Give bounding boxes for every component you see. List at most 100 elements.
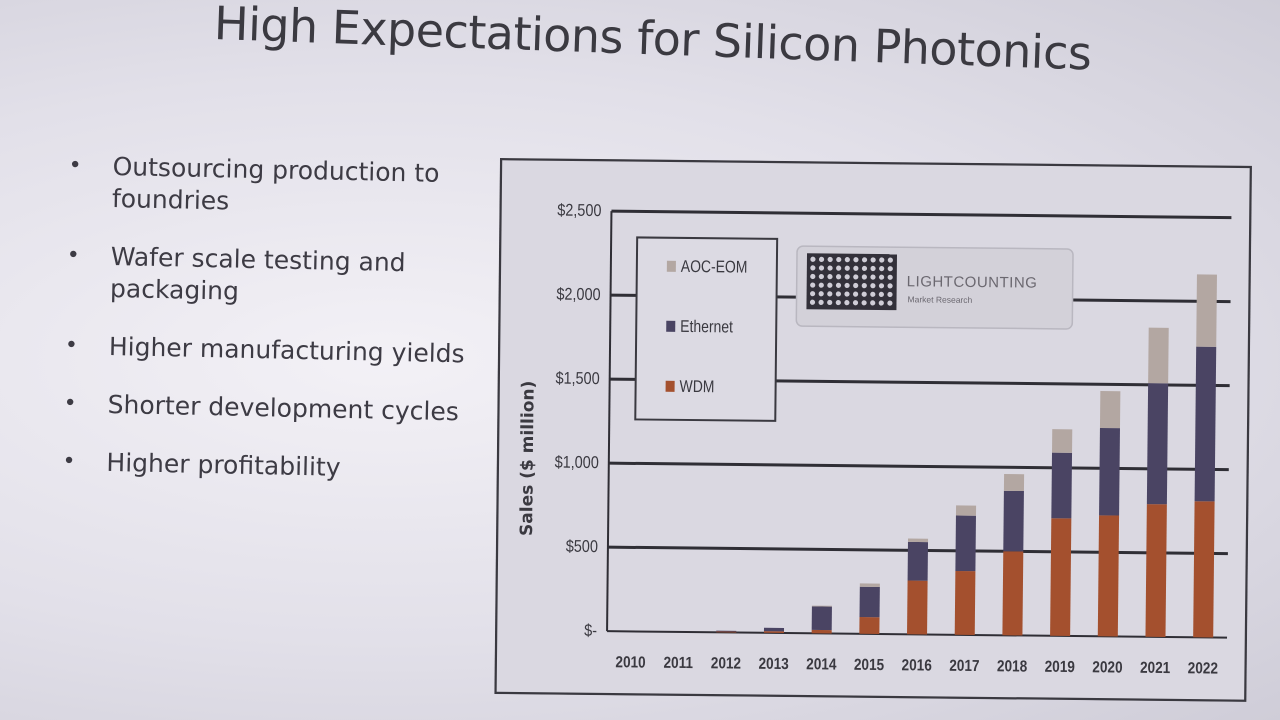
logo-dot — [810, 282, 816, 288]
x-tick-label: 2018 — [997, 658, 1027, 676]
x-tick-label: 2012 — [711, 655, 741, 673]
legend-swatch — [665, 380, 675, 392]
bullet-text: Shorter development cycles — [107, 389, 460, 427]
logo-dot — [870, 291, 876, 297]
logo-dot — [844, 257, 850, 263]
logo-dot — [809, 291, 816, 297]
bar-segment-wdm — [1002, 551, 1024, 636]
bar-segment-aoc-eom — [1099, 391, 1121, 429]
bar-segment-aoc-eom — [811, 605, 832, 607]
logo-dot — [844, 274, 850, 280]
logo-dot — [844, 300, 850, 306]
logo-dot — [861, 274, 867, 280]
logo-dot — [810, 256, 816, 262]
sales-chart: $- $500 $1,000 $1,500 $2,000 $2,500 2010 2011 2… — [494, 158, 1252, 702]
legend-label: Ethernet — [680, 318, 733, 337]
bullet-text: Higher manufacturing yields — [108, 331, 465, 369]
logo-dot — [827, 299, 833, 306]
y-axis-label: Sales ($ million) — [517, 381, 539, 536]
bullet-dot-icon: • — [64, 333, 79, 359]
gridline — [608, 461, 1229, 472]
bar-segment-wdm — [954, 570, 976, 635]
logo-dot — [818, 265, 825, 271]
bar-segment-ethernet — [716, 630, 737, 632]
logo-dot — [887, 266, 893, 272]
legend-swatch — [666, 260, 676, 272]
legend-box — [634, 236, 779, 422]
bar-segment-aoc-eom — [1196, 274, 1217, 347]
bullet-item: • Higher profitability — [58, 446, 479, 487]
bar-segment-ethernet — [1146, 383, 1169, 505]
bullet-list: • Outsourcing production to foundries • Wa… — [58, 150, 485, 513]
logo-dot — [878, 283, 885, 289]
bar-segment-aoc-eom — [1148, 327, 1169, 384]
logo-dot — [809, 299, 816, 305]
x-tick-label: 2021 — [1140, 660, 1170, 678]
legend-label: AOC-EOM — [681, 258, 748, 277]
logo-dot — [818, 291, 824, 297]
bar-segment-wdm — [907, 580, 928, 635]
bar-segment-aoc-eom — [955, 505, 977, 516]
y-axis-line — [606, 211, 613, 632]
logo-dot — [827, 282, 833, 288]
bar-segment-wdm — [859, 616, 880, 634]
logo-dot — [835, 282, 842, 288]
bar-segment-wdm — [1050, 518, 1072, 636]
logo-dot — [879, 266, 885, 272]
logo-dot — [818, 299, 824, 305]
logo-dot — [836, 256, 842, 263]
bar-segment-wdm — [1097, 515, 1120, 637]
chart-container: $- $500 $1,000 $1,500 $2,000 $2,500 2010 2011 2… — [494, 158, 1252, 702]
bar-segment-ethernet — [763, 627, 785, 632]
logo-dot — [887, 274, 893, 280]
logo-dot — [870, 274, 876, 280]
bar-segment-ethernet — [955, 515, 976, 572]
y-tick-label: $- — [584, 622, 597, 640]
logo-dot — [878, 300, 884, 306]
logo-dot — [853, 265, 859, 271]
bullet-item: • Shorter development cycles — [59, 388, 480, 429]
bar-segment-ethernet — [1051, 452, 1073, 519]
logo-dot — [818, 273, 824, 280]
logo-dot — [853, 274, 859, 280]
logo-dot — [887, 283, 893, 289]
logo-dot — [827, 256, 833, 263]
gridline — [611, 209, 1232, 220]
logo-dot — [861, 265, 868, 272]
bullet-item: • Higher manufacturing yields — [61, 330, 482, 371]
bullet-dot-icon: • — [62, 449, 76, 475]
logo-dot — [853, 282, 859, 289]
bar-segment-ethernet — [811, 606, 832, 631]
logo-dot — [861, 291, 867, 297]
logo-dot — [861, 283, 867, 289]
bar-segment-ethernet — [1194, 346, 1217, 502]
logo-dot — [870, 283, 876, 289]
logo-subtext: Market Research — [907, 294, 972, 305]
logo-dot — [827, 274, 833, 280]
bar-segment-aoc-eom — [1052, 429, 1073, 453]
chart-legend: AOC-EOM Ethernet WDM — [634, 236, 779, 422]
x-tick-label: 2020 — [1092, 659, 1122, 677]
bullet-dot-icon: • — [66, 243, 81, 269]
lightcounting-logo: LIGHTCOUNTING Market Research — [795, 245, 1074, 330]
x-tick-label: 2010 — [615, 654, 645, 672]
logo-dot — [827, 265, 833, 271]
bar-segment-wdm — [1145, 504, 1167, 637]
bar-segment-wdm — [763, 631, 784, 633]
bar-segment-wdm — [716, 631, 737, 633]
logo-dot — [835, 299, 841, 306]
logo-dot — [844, 282, 850, 289]
x-tick-label: 2015 — [854, 657, 884, 675]
bullet-dot-icon: • — [63, 391, 77, 417]
logo-dot — [870, 300, 876, 306]
logo-dot — [861, 300, 867, 306]
legend-label: WDM — [680, 378, 715, 397]
bullet-text: Wafer scale testing and packaging — [109, 241, 406, 306]
logo-dot — [810, 265, 816, 271]
y-tick-label: $1,500 — [555, 370, 600, 389]
x-tick-label: 2017 — [949, 658, 979, 676]
y-tick-label: $1,000 — [555, 454, 600, 473]
bar-segment-ethernet — [1003, 490, 1024, 552]
bar-segment-wdm — [1193, 501, 1215, 638]
logo-dot — [852, 291, 859, 297]
